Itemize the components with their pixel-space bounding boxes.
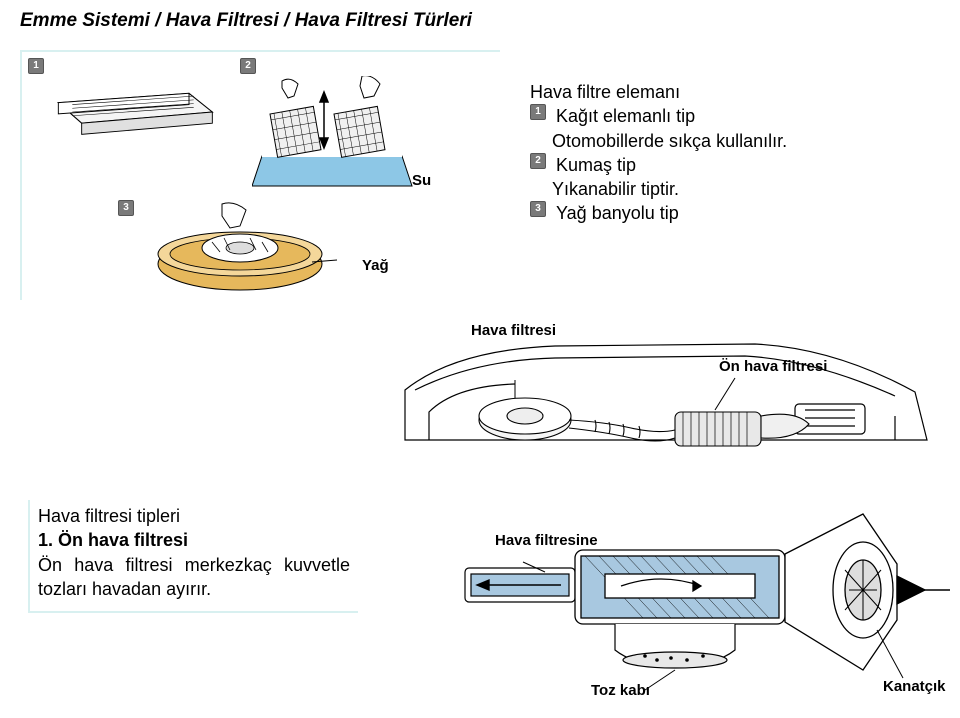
filter-element-info: Hava filtre elemanı 1 Kağıt elemanlı tip… bbox=[530, 80, 910, 226]
label-hava-filtresi: Hava filtresi bbox=[471, 322, 556, 339]
engine-prefilter-diagram: Hava filtresi Ön hava filtresi Hava filt… bbox=[395, 320, 950, 700]
oil-bath-filter-icon bbox=[152, 202, 412, 302]
page-title: Emme Sistemi / Hava Filtresi / Hava Filt… bbox=[20, 10, 472, 32]
badge-2-inline: 2 bbox=[530, 153, 546, 169]
badge-1-inline: 1 bbox=[530, 104, 546, 120]
panel-filter-icon bbox=[48, 84, 218, 140]
badge-2: 2 bbox=[240, 58, 256, 74]
label-toz-kabi: Toz kabı bbox=[591, 682, 650, 699]
water-label: Su bbox=[412, 172, 431, 189]
label-kanatcik: Kanatçık bbox=[883, 678, 946, 695]
filter-types-diagram: 1 2 3 bbox=[20, 50, 500, 300]
label-hava-filtresine: Hava filtresine bbox=[495, 532, 598, 549]
info-item3-label: Yağ banyolu tip bbox=[556, 201, 910, 225]
badge-1: 1 bbox=[28, 58, 44, 74]
lower-heading: Hava filtresi tipleri bbox=[38, 504, 350, 528]
info-item2-desc: Yıkanabilir tiptir. bbox=[530, 177, 910, 201]
lower-item1-body: Ön hava filtresi merkezkaç kuvvetle tozl… bbox=[38, 553, 350, 602]
info-item1-desc: Otomobillerde sıkça kullanılır. bbox=[530, 129, 910, 153]
info-heading: Hava filtre elemanı bbox=[530, 80, 910, 104]
badge-3-inline: 3 bbox=[530, 201, 546, 217]
label-on-hava-filtresi: Ön hava filtresi bbox=[719, 358, 827, 375]
filter-types-text: Hava filtresi tipleri 1. Ön hava filtres… bbox=[28, 500, 358, 613]
info-item2-label: Kumaş tip bbox=[556, 153, 910, 177]
engine-diagram-svg bbox=[395, 320, 950, 700]
lower-item1-title: 1. Ön hava filtresi bbox=[38, 528, 350, 552]
oil-label: Yağ bbox=[362, 257, 389, 274]
info-item1-label: Kağıt elemanlı tip bbox=[556, 104, 910, 128]
badge-3: 3 bbox=[118, 200, 134, 216]
